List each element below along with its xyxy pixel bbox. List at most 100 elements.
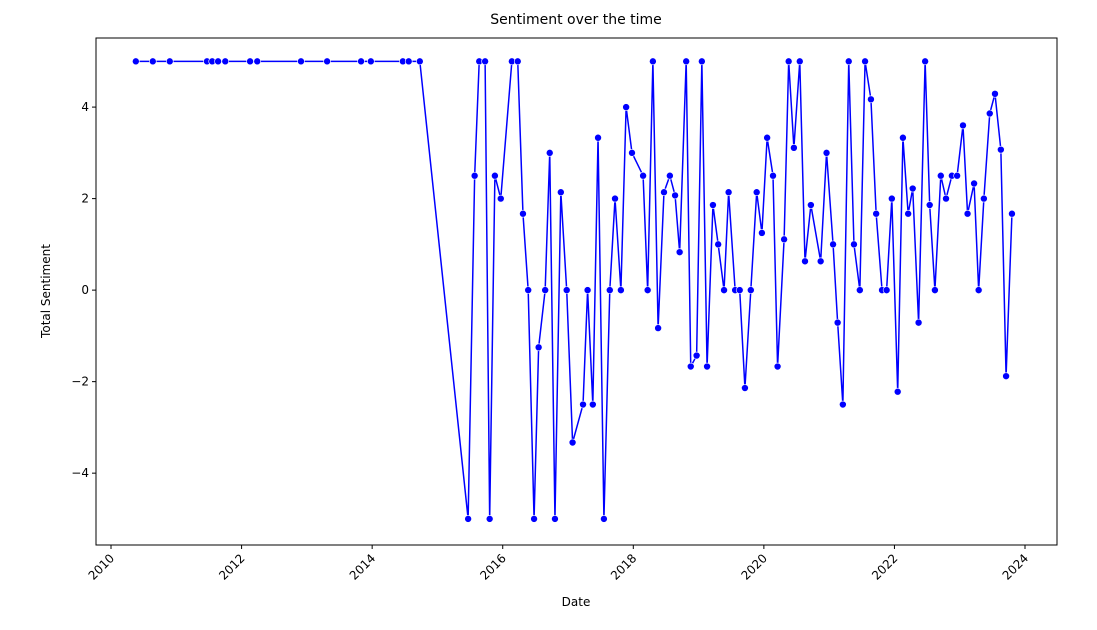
point: [297, 57, 305, 66]
point: [822, 149, 831, 157]
chart-title: Sentiment over the time: [490, 12, 662, 28]
y-tick-label: 2: [81, 192, 89, 206]
point: [795, 57, 804, 66]
point: [654, 324, 662, 332]
point: [675, 248, 684, 256]
point: [534, 343, 543, 352]
point: [686, 362, 695, 371]
point: [485, 515, 494, 523]
point: [780, 235, 788, 244]
y-tick-label: −4: [71, 466, 89, 480]
point: [769, 171, 777, 180]
point: [464, 515, 472, 523]
point: [323, 57, 331, 66]
point: [660, 188, 668, 197]
point: [666, 171, 674, 180]
point: [893, 387, 902, 396]
point: [221, 57, 230, 66]
point: [970, 179, 978, 188]
point: [568, 438, 577, 447]
point: [747, 286, 755, 294]
point: [816, 257, 825, 266]
point: [416, 57, 424, 66]
point: [703, 362, 711, 371]
x-tick-label: 2014: [347, 551, 378, 582]
point: [605, 286, 614, 294]
point: [974, 286, 983, 294]
point: [617, 286, 625, 294]
point: [551, 515, 559, 523]
y-tick-label: −2: [71, 375, 89, 389]
point: [839, 400, 847, 409]
y-axis-label: Total Sentiment: [39, 244, 53, 339]
x-tick-label: 2010: [86, 551, 117, 582]
x-tick-label: 2012: [216, 551, 247, 582]
point: [758, 229, 766, 237]
point: [491, 171, 499, 180]
point: [671, 191, 679, 200]
point: [583, 286, 592, 294]
x-tick-label: 2024: [1000, 551, 1031, 582]
point: [741, 384, 749, 392]
point: [513, 57, 522, 66]
point: [524, 286, 532, 294]
point: [600, 515, 608, 523]
x-axis-label: Date: [562, 595, 591, 609]
point: [936, 171, 945, 180]
plot-frame: [95, 37, 1058, 546]
point: [921, 57, 929, 66]
point: [214, 57, 222, 66]
point: [735, 286, 744, 294]
point: [579, 400, 587, 409]
point: [833, 318, 842, 327]
point: [628, 149, 636, 157]
point: [888, 194, 896, 203]
point: [752, 188, 761, 197]
point: [882, 286, 891, 294]
point: [997, 145, 1005, 154]
point: [861, 57, 869, 66]
point: [724, 188, 733, 197]
point: [165, 57, 174, 66]
point: [850, 240, 858, 249]
x-tick-label: 2018: [608, 551, 639, 582]
y-tick-label: 4: [81, 100, 89, 114]
point: [692, 351, 701, 360]
point: [963, 209, 972, 218]
point: [899, 133, 907, 142]
point: [914, 318, 923, 327]
point: [953, 171, 961, 180]
point: [639, 171, 647, 180]
point: [829, 240, 837, 249]
point: [357, 57, 365, 66]
point: [720, 286, 728, 294]
point: [682, 57, 690, 66]
point: [867, 95, 875, 104]
point: [545, 149, 554, 157]
point: [698, 57, 706, 66]
point: [594, 133, 602, 142]
point: [904, 209, 912, 218]
x-tick-label: 2020: [738, 551, 769, 582]
point: [649, 57, 657, 66]
point: [714, 240, 722, 249]
point: [367, 57, 375, 66]
point: [784, 57, 793, 66]
point: [404, 57, 413, 66]
point: [148, 57, 157, 66]
point: [246, 57, 254, 66]
point: [589, 400, 597, 409]
point: [557, 188, 565, 197]
point: [622, 103, 630, 111]
point: [908, 184, 917, 193]
point: [844, 57, 853, 66]
point: [959, 121, 967, 130]
point: [611, 194, 619, 203]
point: [470, 171, 479, 180]
point: [790, 144, 798, 152]
point: [925, 201, 934, 209]
point: [519, 209, 527, 218]
point: [1002, 372, 1010, 380]
point: [763, 133, 771, 142]
